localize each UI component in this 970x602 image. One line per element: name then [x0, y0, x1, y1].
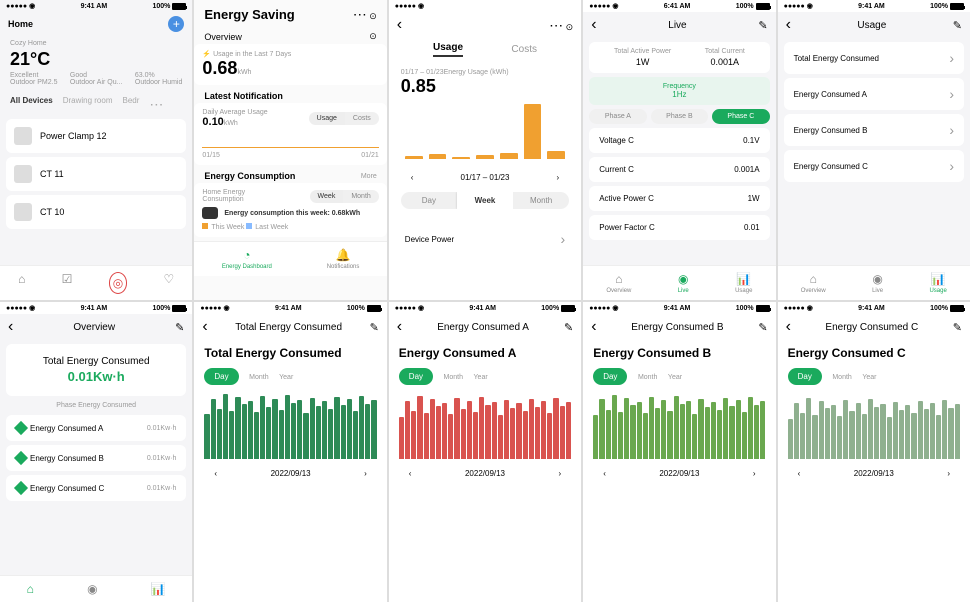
back-button[interactable] [8, 318, 13, 336]
edit-button[interactable] [175, 321, 184, 334]
back-button[interactable] [591, 318, 596, 336]
back-button[interactable] [202, 318, 207, 336]
edit-button[interactable] [564, 321, 573, 334]
chart-a: 9:41 AM100%Energy Consumed AEnergy Consu… [389, 302, 581, 602]
chart-b: 9:41 AM100%Energy Consumed BEnergy Consu… [583, 302, 775, 602]
range-tabs[interactable]: Day [204, 368, 238, 385]
home-screen: 9:41 AM100% Home+ Cozy Home 21°C Excelle… [0, 0, 192, 300]
range-tabs[interactable]: Day [788, 368, 822, 385]
back-button[interactable] [591, 16, 596, 34]
statusbar: 9:41 AM100% [0, 0, 192, 12]
metric-row: Power Factor C0.01 [589, 215, 769, 240]
edit-button[interactable] [953, 321, 962, 334]
chart-c: 9:41 AM100%Energy Consumed CEnergy Consu… [778, 302, 970, 602]
statusbar [389, 0, 581, 12]
edit-button[interactable] [953, 19, 962, 32]
live-screen: 6:41 AM100% Live Total Active Power1W To… [583, 0, 775, 300]
statusbar: 9:41 AM100% [778, 0, 970, 12]
edit-button[interactable] [758, 321, 767, 334]
chart-total: 9:41 AM100%Total Energy ConsumedTotal En… [194, 302, 386, 602]
home-label[interactable]: Home [8, 19, 33, 29]
overview-screen: 9:41 AM100% Overview Total Energy Consum… [0, 302, 192, 602]
back-button[interactable] [786, 318, 791, 336]
range-tabs[interactable]: Day [399, 368, 433, 385]
device-row[interactable]: Power Clamp 12 [6, 119, 186, 153]
list-item[interactable]: Energy Consumed A [784, 78, 964, 110]
device-row[interactable]: CT 10 [6, 195, 186, 229]
energy-chart [788, 393, 960, 463]
temperature: 21°C [10, 49, 182, 70]
statusbar: 9:41 AM100% [0, 302, 192, 314]
usage-chart-screen: ⊙ UsageCosts 01/17 – 01/23Energy Usage (… [389, 0, 581, 300]
list-item[interactable]: Energy Consumed C0.01Kw·h [6, 475, 186, 501]
list-item[interactable]: Energy Consumed C [784, 150, 964, 182]
back-button[interactable] [786, 16, 791, 34]
list-item[interactable]: Energy Consumed B [784, 114, 964, 146]
back-button[interactable] [397, 16, 402, 34]
phase-tabs[interactable]: Phase APhase BPhase C [589, 109, 769, 124]
energy-chart [399, 393, 571, 463]
back-button[interactable] [397, 318, 402, 336]
metric-row: Voltage C0.1V [589, 128, 769, 153]
cozy-label: Cozy Home [10, 40, 182, 47]
tabbar: ⌂ ☑ ◎ ♡ [0, 265, 192, 300]
list-item[interactable]: Total Energy Consumed [784, 42, 964, 74]
list-item[interactable]: Energy Consumed B0.01Kw·h [6, 445, 186, 471]
page-title: Energy Saving [204, 7, 294, 22]
device-power-row[interactable]: Device Power [395, 223, 575, 255]
usage-chart [401, 97, 569, 167]
range-tabs[interactable]: Day [593, 368, 627, 385]
metric-row: Active Power C1W [589, 186, 769, 211]
add-button[interactable]: + [168, 16, 184, 32]
energy-chart [204, 393, 376, 463]
metric-row: Current C0.001A [589, 157, 769, 182]
energy-saving-screen: Energy Saving ⊙ Overview⊙ ⚡ Usage in the… [194, 0, 386, 300]
list-item[interactable]: Energy Consumed A0.01Kw·h [6, 415, 186, 441]
usage-list-screen: 9:41 AM100% Usage Total Energy Consumed … [778, 0, 970, 300]
energy-chart [593, 393, 765, 463]
edit-button[interactable] [370, 321, 379, 334]
device-row[interactable]: CT 11 [6, 157, 186, 191]
statusbar: 6:41 AM100% [583, 0, 775, 12]
room-tabs[interactable]: All DevicesDrawing roomBedr [0, 90, 192, 115]
edit-button[interactable] [758, 19, 767, 32]
